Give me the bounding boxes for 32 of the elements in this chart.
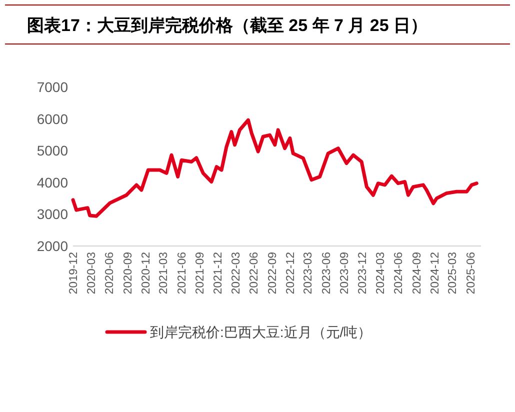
x-tick-label: 2021-09 bbox=[194, 252, 207, 294]
x-tick-label: 2020-06 bbox=[104, 252, 116, 294]
y-tick-label: 3000 bbox=[36, 206, 68, 222]
x-tick-label: 2024-12 bbox=[429, 252, 442, 294]
x-tick-label: 2022-06 bbox=[248, 252, 261, 294]
x-tick-label: 2023-12 bbox=[356, 252, 369, 294]
y-tick-label: 7000 bbox=[36, 79, 68, 95]
chart-title: 图表17：大豆到岸完税价格（截至 25 年 7 月 25 日） bbox=[27, 16, 428, 35]
x-tick-label: 2024-06 bbox=[393, 252, 406, 294]
legend-label: 到岸完税价:巴西大豆:近月（元/吨） bbox=[150, 324, 372, 340]
x-tick-label: 2021-03 bbox=[158, 252, 170, 294]
y-tick-label: 2000 bbox=[36, 238, 68, 254]
x-tick-label: 2020-03 bbox=[86, 252, 98, 294]
x-tick-label: 2019-12 bbox=[68, 252, 80, 294]
x-tick-label: 2024-09 bbox=[411, 252, 424, 294]
x-tick-label: 2021-12 bbox=[212, 252, 225, 294]
y-tick-label: 6000 bbox=[36, 110, 68, 127]
x-tick-label: 2021-06 bbox=[176, 252, 188, 294]
x-tick-label: 2025-03 bbox=[447, 252, 460, 294]
x-tick-label: 2023-06 bbox=[320, 252, 333, 294]
y-tick-label: 5000 bbox=[36, 142, 68, 159]
x-tick-label: 2020-09 bbox=[122, 252, 134, 294]
x-tick-label: 2022-03 bbox=[230, 252, 242, 294]
x-tick-label: 2023-09 bbox=[338, 252, 351, 294]
x-tick-label: 2024-03 bbox=[374, 252, 387, 294]
x-tick-label: 2022-09 bbox=[266, 252, 279, 294]
line-series bbox=[71, 118, 478, 218]
x-tick-label: 2023-03 bbox=[302, 252, 315, 294]
x-tick-label: 2025-06 bbox=[465, 252, 478, 294]
x-tick-label: 2020-12 bbox=[140, 252, 152, 294]
x-tick-label: 2022-12 bbox=[284, 252, 297, 294]
y-tick-label: 4000 bbox=[36, 174, 68, 190]
